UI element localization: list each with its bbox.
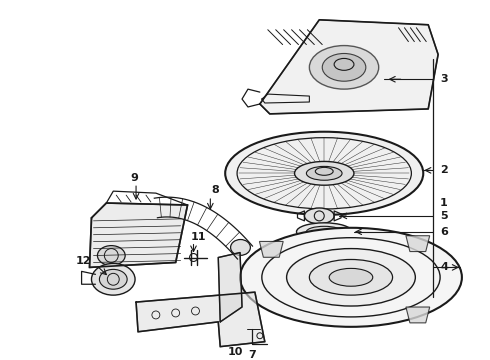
Ellipse shape [306, 166, 342, 180]
Ellipse shape [304, 208, 334, 224]
Polygon shape [90, 203, 188, 267]
Polygon shape [259, 242, 283, 257]
Polygon shape [406, 307, 430, 323]
Ellipse shape [306, 226, 342, 237]
Text: 1: 1 [440, 198, 448, 208]
Ellipse shape [309, 46, 379, 89]
Text: 6: 6 [440, 227, 448, 237]
Ellipse shape [231, 239, 250, 255]
Ellipse shape [225, 132, 423, 215]
Ellipse shape [296, 223, 352, 241]
Text: 12: 12 [76, 256, 91, 266]
Polygon shape [218, 253, 242, 322]
Polygon shape [406, 236, 430, 252]
Text: 9: 9 [130, 173, 138, 183]
Ellipse shape [99, 269, 127, 289]
Ellipse shape [287, 249, 416, 306]
Ellipse shape [329, 269, 373, 286]
Ellipse shape [294, 161, 354, 185]
Text: 10: 10 [227, 347, 243, 357]
Ellipse shape [98, 246, 125, 265]
Text: 3: 3 [440, 74, 448, 84]
Text: 8: 8 [211, 185, 219, 195]
Polygon shape [260, 20, 438, 114]
Text: 11: 11 [191, 232, 206, 242]
Ellipse shape [322, 54, 366, 81]
Ellipse shape [92, 264, 135, 295]
Text: 7: 7 [248, 350, 256, 360]
Polygon shape [136, 292, 265, 347]
Ellipse shape [240, 228, 462, 327]
Text: 4: 4 [440, 262, 448, 273]
Text: 5: 5 [440, 211, 448, 221]
Ellipse shape [309, 260, 392, 295]
Text: 2: 2 [440, 165, 448, 175]
